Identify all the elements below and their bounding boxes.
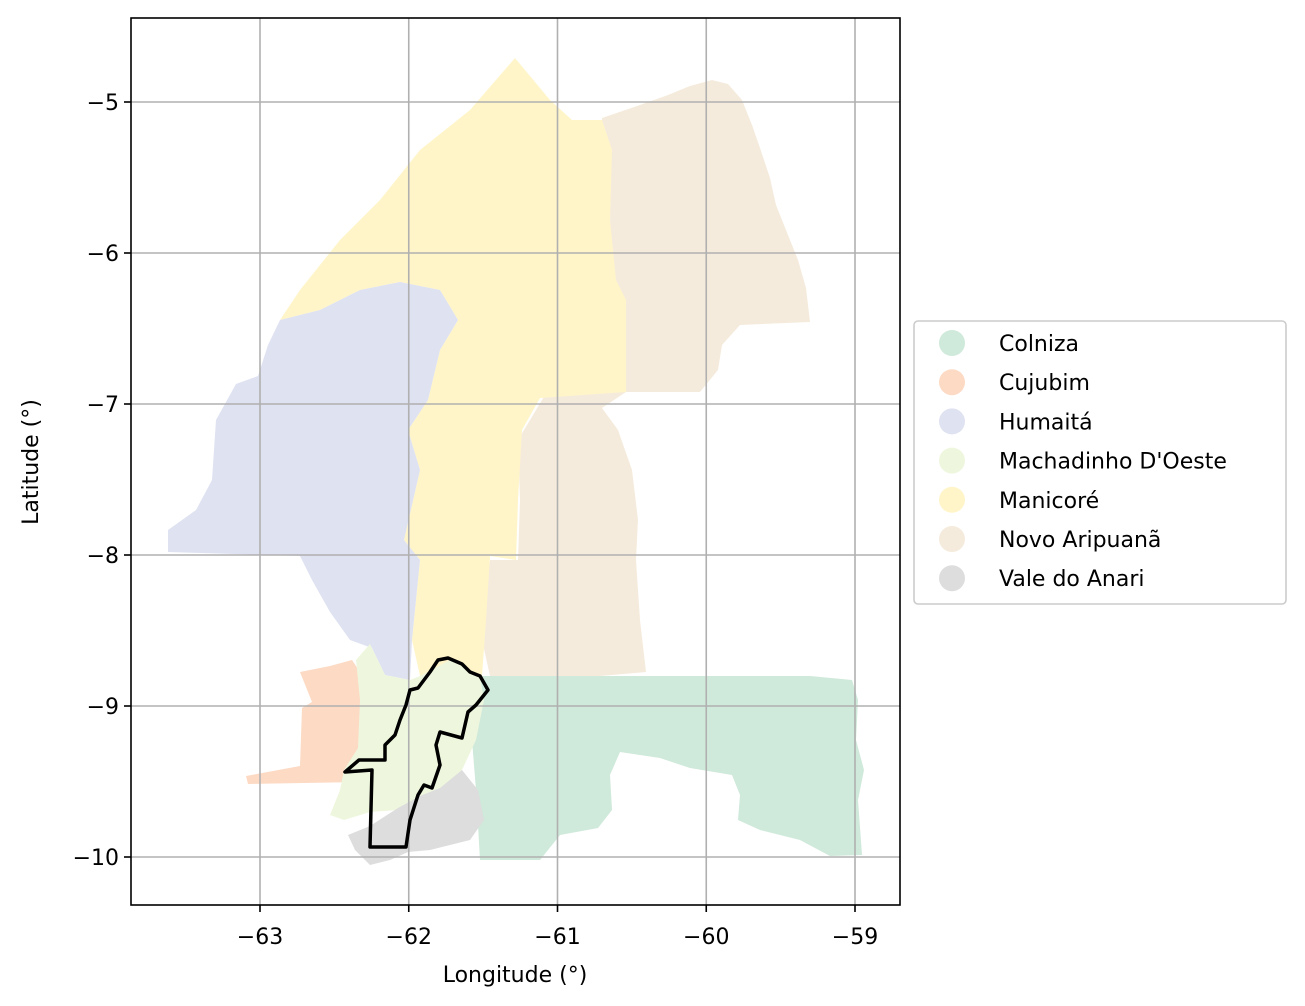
legend-swatch: [939, 330, 965, 356]
legend-item: Manicoré: [939, 486, 1099, 514]
axes-frame: [130, 17, 901, 906]
legend-label: Vale do Anari: [999, 567, 1145, 592]
legend-swatch: [939, 408, 965, 435]
legend-item: Colniza: [939, 330, 1079, 357]
region-humaita: [168, 282, 458, 680]
y-tick-label: −6: [87, 242, 119, 267]
region-vale-do-anari: [348, 770, 484, 865]
y-tick-label: −7: [87, 393, 119, 418]
x-tick-label: −60: [683, 925, 729, 950]
x-axis-ticks: −63 −62 −61 −60 −59: [237, 905, 878, 950]
x-tick-label: −61: [534, 925, 580, 950]
y-tick-label: −5: [87, 91, 119, 116]
highlighted-boundary-outline: [343, 656, 490, 849]
legend-item: Humaitá: [939, 408, 1093, 435]
legend-swatch: [939, 369, 965, 396]
y-axis-ticks: −5 −6 −7 −8 −9 −10: [73, 91, 131, 871]
legend-items: Colniza Cujubim Humaitá Machadinho D'Oeste M…: [939, 330, 1227, 592]
region-cujubim: [246, 660, 362, 784]
grid-lines: [131, 18, 900, 905]
legend-box: [913, 320, 1287, 605]
regions-layer: [168, 58, 864, 865]
legend-swatch: [939, 447, 965, 474]
y-tick-label: −10: [73, 846, 119, 871]
legend-label: Manicoré: [999, 489, 1099, 514]
legend-swatch: [939, 526, 965, 552]
legend-item: Vale do Anari: [939, 565, 1145, 592]
y-tick-label: −9: [87, 695, 119, 720]
legend-item: Machadinho D'Oeste: [939, 447, 1227, 475]
legend-swatch: [939, 486, 965, 513]
x-tick-label: −59: [832, 925, 878, 950]
x-axis-label: Longitude (°): [443, 963, 588, 988]
legend-label: Humaitá: [999, 410, 1093, 435]
legend-label: Colniza: [999, 332, 1079, 357]
legend-swatch: [939, 565, 965, 592]
legend-label: Cujubim: [999, 371, 1090, 396]
region-machadinho: [330, 644, 484, 820]
y-tick-label: −8: [87, 544, 119, 569]
legend-item: Novo Aripuanã: [939, 526, 1161, 553]
legend-item: Cujubim: [939, 369, 1090, 396]
legend: Colniza Cujubim Humaitá Machadinho D'Oeste M…: [913, 320, 1287, 605]
region-novo-aripuana: [482, 80, 810, 676]
legend-label: Novo Aripuanã: [999, 528, 1161, 553]
region-colniza: [468, 676, 864, 860]
x-tick-label: −63: [237, 925, 283, 950]
region-manicore: [280, 58, 626, 676]
x-tick-label: −62: [386, 925, 432, 950]
legend-label: Machadinho D'Oeste: [999, 450, 1227, 475]
y-axis-label: Latitude (°): [19, 399, 44, 525]
